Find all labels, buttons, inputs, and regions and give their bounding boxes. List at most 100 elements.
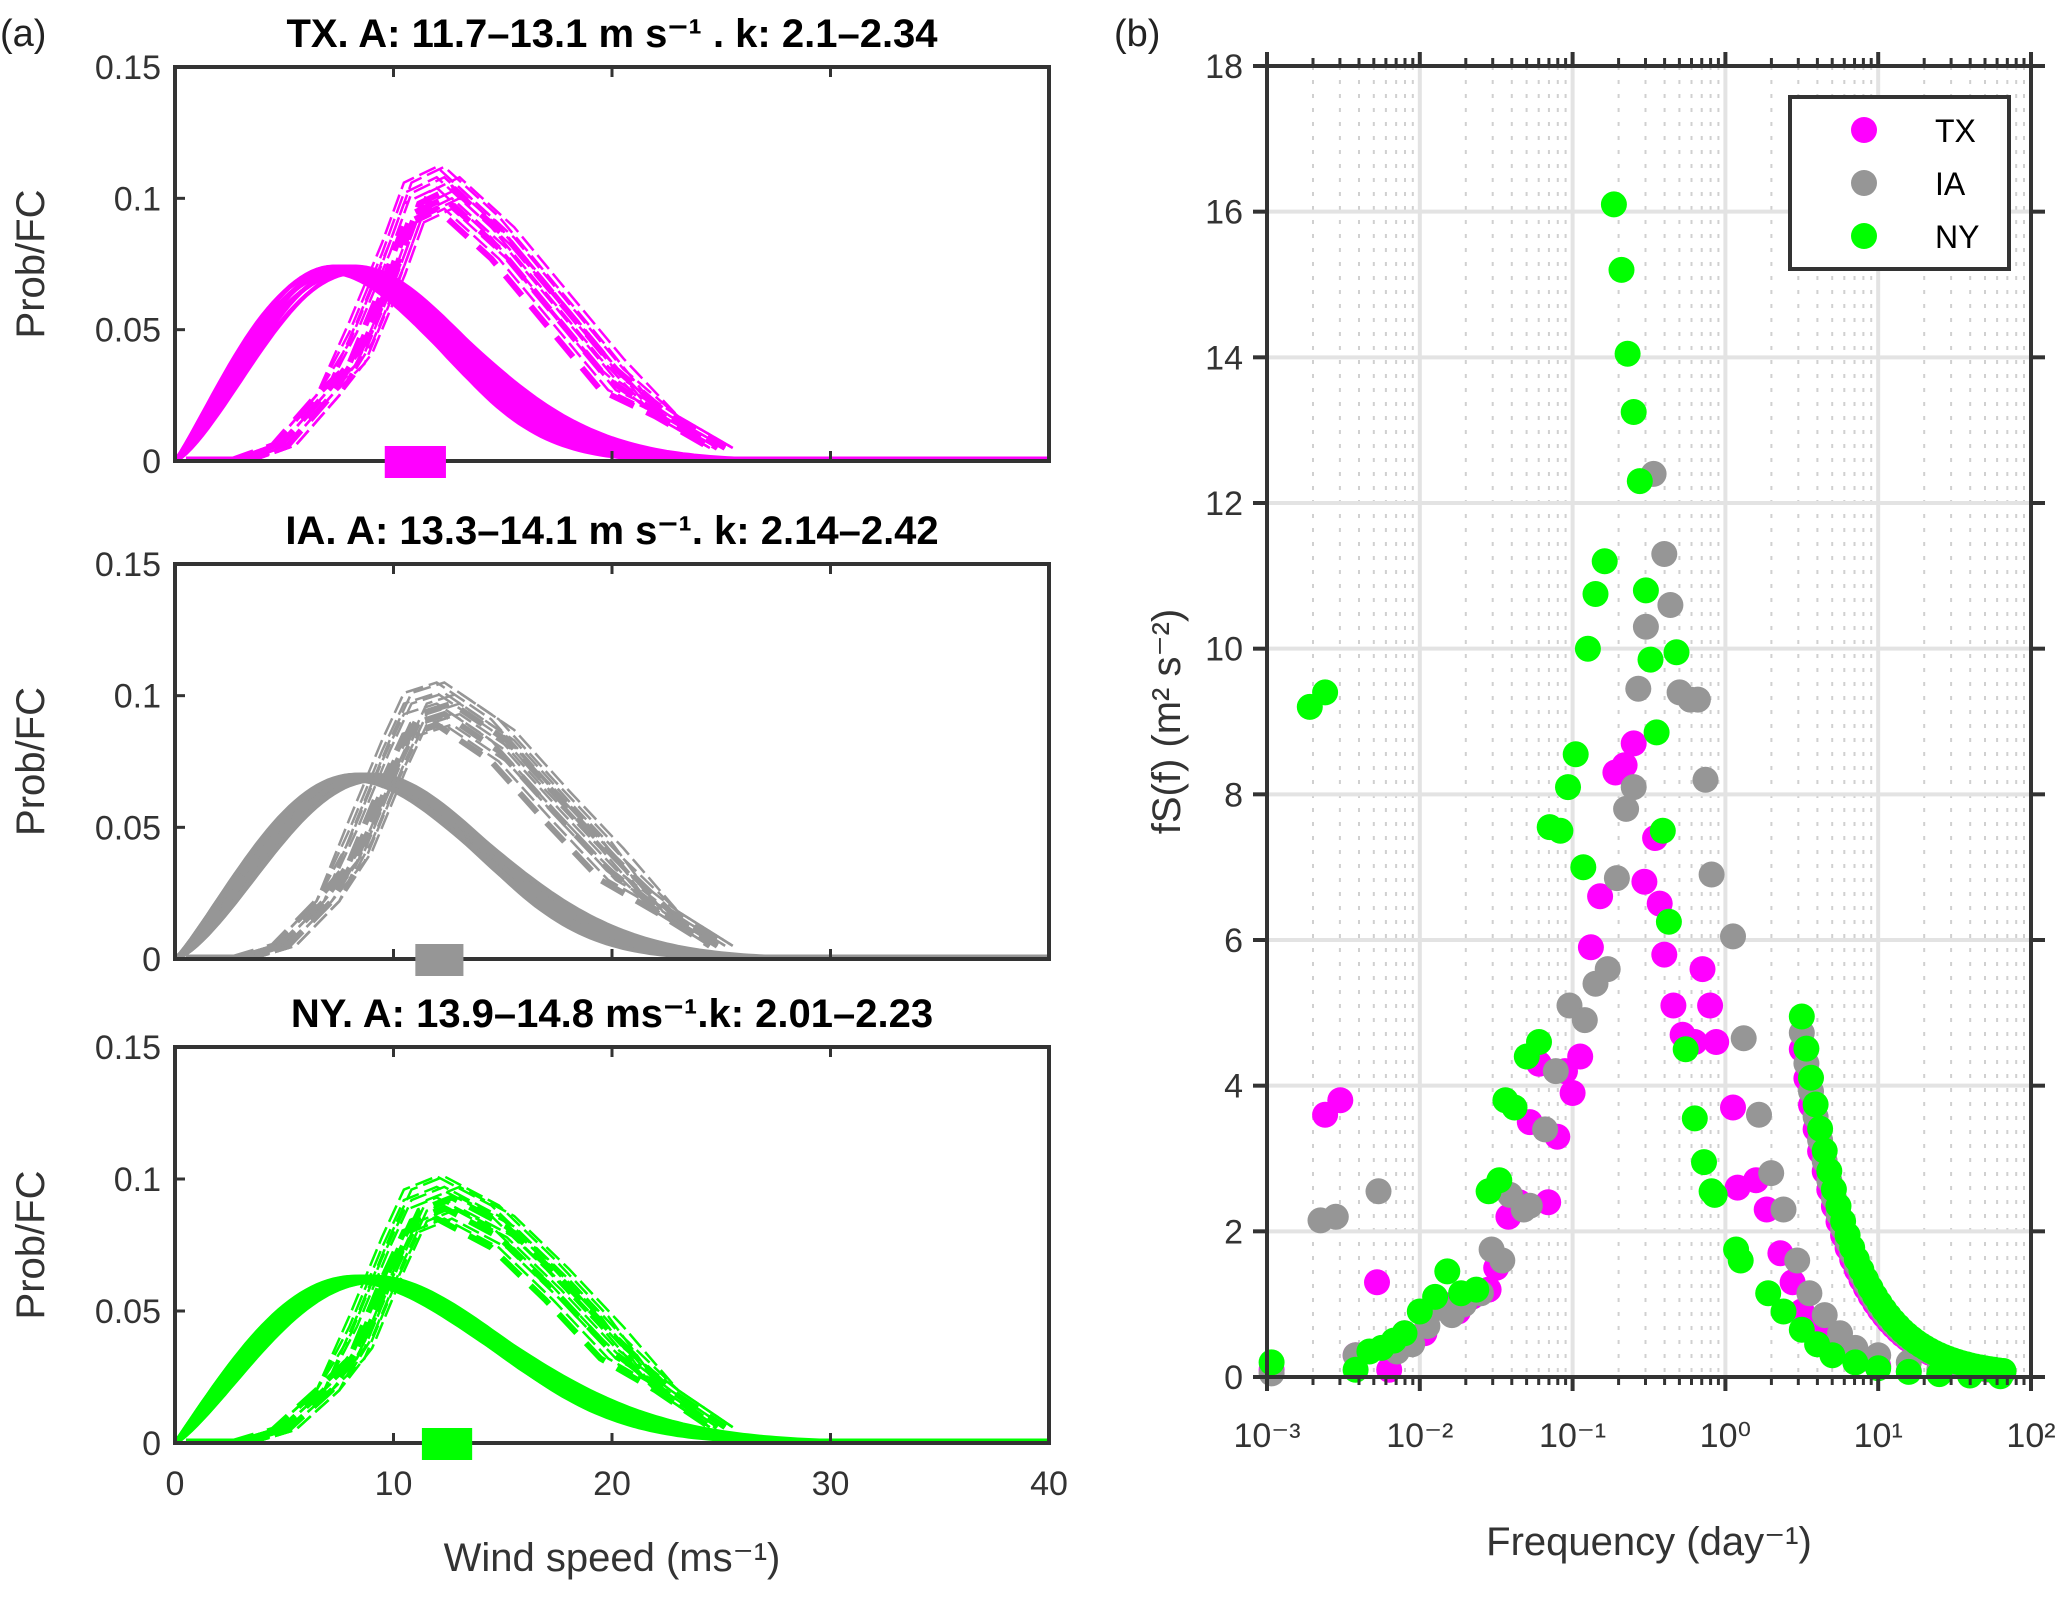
data-point-ia — [1516, 1192, 1543, 1219]
panel-b-label: (b) — [1114, 13, 1160, 55]
subplot-ny: 0 0.05 0.1 0.15 0 10 20 30 40 NY. A: 13.9–14.8 ms… — [9, 992, 1068, 1580]
data-point-ia — [1692, 766, 1719, 793]
data-point-ia — [1603, 865, 1630, 892]
axes-box — [173, 1045, 1051, 1445]
subplot-title: TX. A: 11.7–13.1 m s⁻¹ . k: 2.1–2.34 — [286, 12, 938, 56]
x-tick-label: 10¹ — [1854, 1417, 1903, 1455]
data-point-ny — [1643, 719, 1670, 746]
data-point-ny — [1486, 1167, 1513, 1194]
data-point-ia — [1684, 686, 1711, 713]
x-tick-label: 0 — [166, 1465, 185, 1503]
fc-dashed-curve — [228, 1196, 711, 1443]
data-point-ia — [1651, 541, 1678, 567]
y-tick-label: 8 — [1224, 776, 1243, 814]
y-tick-label: 0.1 — [114, 678, 161, 716]
y-tick-label: 0.15 — [95, 546, 161, 584]
data-point-tx — [1567, 1043, 1594, 1070]
legend-label-ny: NY — [1935, 219, 1979, 255]
data-point-ia — [1657, 592, 1684, 618]
data-point-ny — [1895, 1358, 1922, 1385]
data-point-tx — [1611, 752, 1638, 779]
y-tick-label: 10 — [1205, 631, 1243, 669]
data-point-tx — [1587, 883, 1614, 910]
data-point-ny — [1501, 1094, 1528, 1121]
x-axis-label: Frequency (day⁻¹) — [1486, 1520, 1812, 1564]
panel-b-group: 10⁻³ 10⁻² 10⁻¹ 10⁰ 10¹ 10² 0 2 4 6 8 10 12 14 16 18 Freq… — [1145, 48, 2056, 1564]
data-point-tx — [1577, 934, 1604, 961]
x-tick-label: 10⁻² — [1386, 1417, 1453, 1455]
y-tick-label: 18 — [1205, 48, 1243, 86]
data-point-tx — [1631, 868, 1658, 895]
data-point-ny — [1788, 1003, 1815, 1030]
series-tx — [1258, 730, 2017, 1389]
y-tick-label: 0.15 — [95, 49, 161, 87]
fc-dashed-curve — [236, 1217, 719, 1443]
y-tick-label: 0.1 — [114, 1161, 161, 1199]
data-point-ny — [1807, 1115, 1834, 1142]
y-tick-label: 0.15 — [95, 1029, 161, 1067]
weibull-curve — [175, 775, 1049, 959]
data-point-ia — [1784, 1247, 1811, 1274]
data-point-ia — [1811, 1302, 1838, 1329]
data-point-ny — [1663, 639, 1690, 666]
data-point-ia — [1758, 1160, 1785, 1187]
y-tick-label: 16 — [1205, 194, 1243, 232]
data-point-ia — [1770, 1196, 1797, 1223]
plot-area — [175, 681, 1049, 959]
data-point-ny — [1555, 774, 1581, 801]
data-point-ny — [1811, 1137, 1838, 1164]
legend-marker-tx — [1851, 117, 1877, 143]
fc-dashed-curve — [236, 1175, 719, 1443]
axes-box — [173, 562, 1051, 961]
data-point-ia — [1532, 1116, 1559, 1143]
y-tick-label: 12 — [1205, 485, 1243, 523]
fc-dashed-curve — [228, 1185, 711, 1443]
subplot-title: IA. A: 13.3–14.1 m s⁻¹. k: 2.14–2.42 — [285, 509, 938, 553]
data-point-ny — [1793, 1035, 1820, 1062]
data-point-ny — [1600, 191, 1627, 218]
weibull-curve — [175, 772, 1049, 959]
data-point-ny — [1626, 468, 1653, 495]
y-tick-label: 0 — [142, 443, 161, 481]
fc-dashed-curve — [251, 1196, 734, 1443]
fc-dashed-curve — [236, 1185, 719, 1443]
x-tick-label: 30 — [812, 1465, 850, 1503]
y-tick-label: 0.05 — [95, 1293, 161, 1331]
y-tick-label: 0 — [1224, 1359, 1243, 1397]
fc-dashed-curve — [244, 1217, 726, 1443]
y-tick-label: 14 — [1205, 339, 1243, 377]
x-tick-label: 10⁰ — [1700, 1417, 1751, 1455]
data-point-tx — [1703, 1029, 1730, 1055]
data-point-tx — [1697, 992, 1724, 1019]
weibull-curve — [175, 267, 1049, 461]
data-point-ia — [1698, 861, 1725, 888]
legend-label-tx: TX — [1935, 113, 1976, 149]
fc-dashed-curve — [251, 1185, 734, 1443]
data-point-ia — [1730, 1025, 1757, 1052]
data-point-ny — [1574, 635, 1601, 662]
data-point-ia — [1322, 1203, 1349, 1230]
data-point-ny — [1463, 1276, 1490, 1303]
data-point-ny — [1798, 1064, 1824, 1091]
y-tick-label: 0.05 — [95, 809, 161, 847]
data-point-ny — [1691, 1149, 1717, 1176]
fc-dashed-curve — [244, 712, 726, 959]
data-point-ny — [1526, 1029, 1552, 1055]
data-point-ny — [1434, 1258, 1461, 1285]
data-point-ny — [1391, 1320, 1418, 1347]
data-point-ia — [1489, 1247, 1516, 1274]
y-tick-label: 0.1 — [114, 180, 161, 218]
axes-box — [1265, 64, 2033, 1379]
data-point-ny — [1312, 679, 1339, 706]
data-point-ia — [1796, 1280, 1823, 1307]
data-point-ny — [1727, 1247, 1754, 1274]
data-point-ny — [1681, 1105, 1708, 1132]
data-point-ny — [1422, 1283, 1449, 1310]
data-point-ny — [1614, 340, 1641, 367]
data-point-ny — [1620, 399, 1647, 425]
subplot-tx: 0 0.05 0.1 0.15 TX. A: 11.7–13.1 m s⁻¹ . k: … — [9, 12, 1051, 481]
data-point-ia — [1571, 1007, 1598, 1034]
data-point-ny — [1865, 1355, 1892, 1382]
data-point-tx — [1689, 956, 1716, 983]
